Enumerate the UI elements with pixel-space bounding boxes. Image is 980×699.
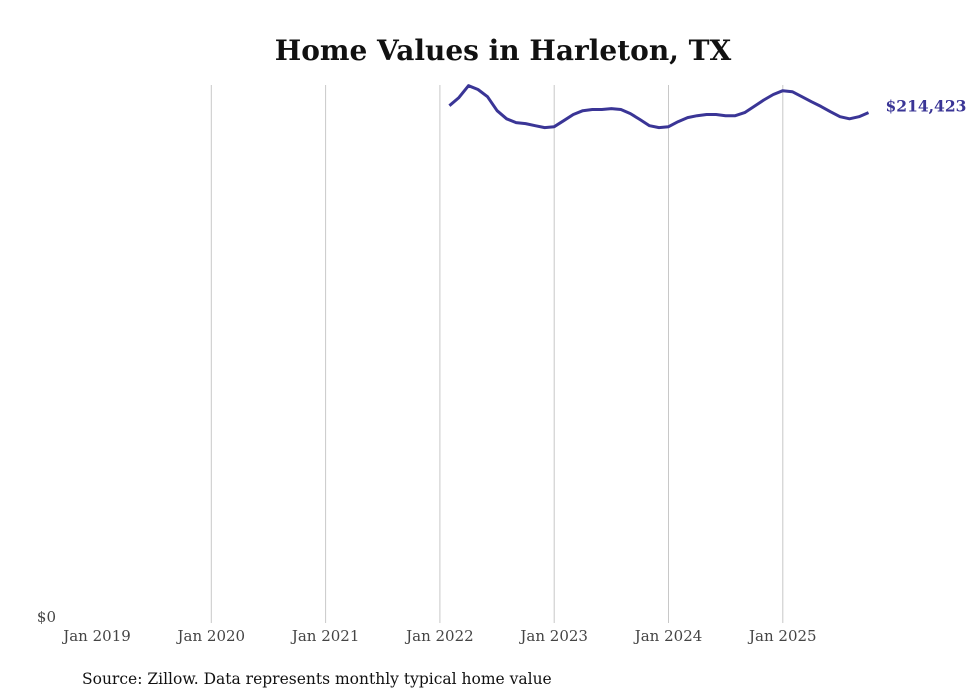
x-tick-label: Jan 2025 (747, 627, 817, 645)
x-tick-label: Jan 2020 (176, 627, 246, 645)
end-value-label: $214,423 (886, 97, 967, 116)
series-line (448, 84, 870, 130)
y-tick-label: $0 (37, 608, 56, 626)
x-tick-label: Jan 2019 (61, 627, 131, 645)
x-tick-label: Jan 2024 (633, 627, 703, 645)
x-tick-label: Jan 2022 (404, 627, 474, 645)
source-note: Source: Zillow. Data represents monthly … (82, 670, 552, 688)
x-tick-label: Jan 2021 (290, 627, 360, 645)
chart-title: Home Values in Harleton, TX (275, 34, 732, 67)
x-tick-label: Jan 2023 (518, 627, 588, 645)
